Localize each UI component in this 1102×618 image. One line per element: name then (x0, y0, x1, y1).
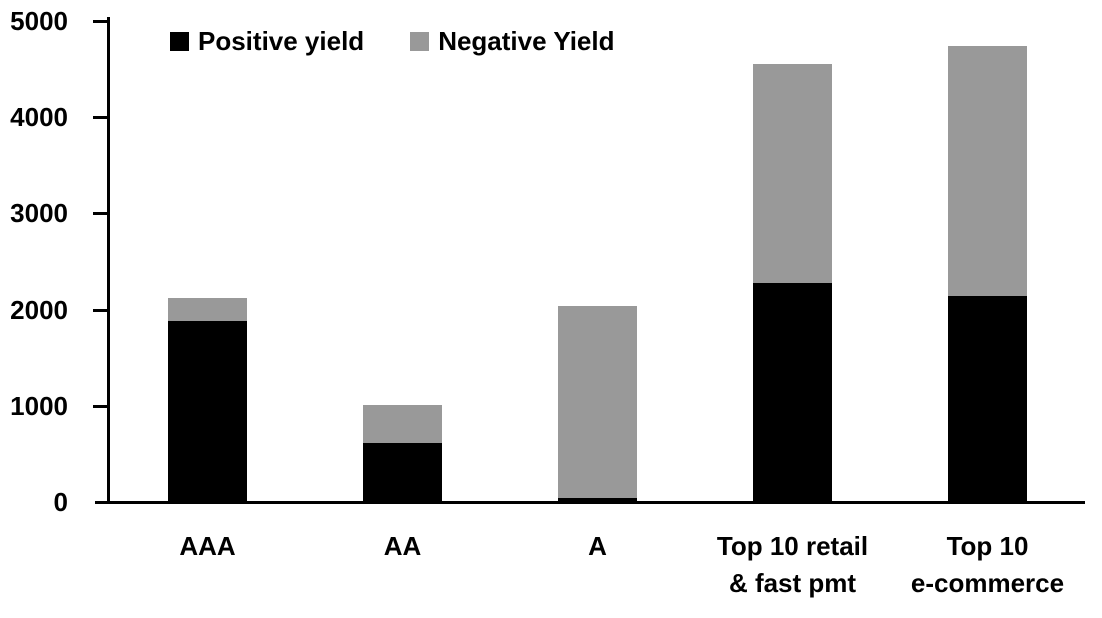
bar-aaa-positive-yield (168, 321, 247, 502)
bar-top-10-e-commerce-positive-yield (948, 296, 1027, 502)
y-tick-label-1000: 1000 (10, 390, 68, 421)
bar-aa-negative-yield (363, 405, 442, 443)
x-label-a: A (588, 531, 607, 561)
y-axis-line (107, 17, 110, 504)
negative-yield-swatch-icon (410, 32, 430, 51)
legend-label-positive-yield: Positive yield (198, 26, 365, 56)
bar-a-negative-yield (558, 305, 637, 499)
y-tick-3000 (93, 212, 109, 216)
y-tick-label-3000: 3000 (10, 198, 68, 229)
x-label-top-10-e-commerce: Top 10 e-commerce (910, 531, 1065, 598)
y-tick-label-5000: 5000 (10, 6, 68, 36)
y-tick-label-2000: 2000 (10, 294, 68, 325)
x-label-top-10-retail-fast-pmt: Top 10 retail & fast pmt (716, 531, 869, 598)
bar-aa-positive-yield (363, 442, 442, 502)
y-tick-1000 (93, 404, 109, 408)
y-tick-label-0: 0 (53, 487, 68, 517)
y-tick-2000 (93, 308, 109, 312)
legend: Positive yield Negative Yield (170, 26, 615, 57)
legend-label-negative-yield: Negative Yield (438, 26, 615, 56)
positive-yield-swatch-icon (170, 32, 189, 51)
legend-item-positive-yield: Positive yield (170, 26, 364, 57)
bar-aaa-negative-yield (168, 298, 247, 322)
y-tick-label-4000: 4000 (10, 102, 68, 133)
bar-top-10-e-commerce-negative-yield (948, 46, 1027, 297)
bar-top-10-retail-fast-pmt-negative-yield (753, 64, 832, 283)
x-label-aaa: AAA (179, 531, 236, 561)
bar-top-10-retail-fast-pmt-positive-yield (753, 282, 832, 502)
y-tick-4000 (93, 116, 109, 120)
legend-item-negative-yield: Negative Yield (410, 26, 615, 57)
x-label-aa: AA (383, 531, 422, 561)
x-axis-line (95, 501, 1085, 504)
y-tick-5000 (93, 20, 109, 23)
bar-a-positive-yield (558, 498, 637, 502)
